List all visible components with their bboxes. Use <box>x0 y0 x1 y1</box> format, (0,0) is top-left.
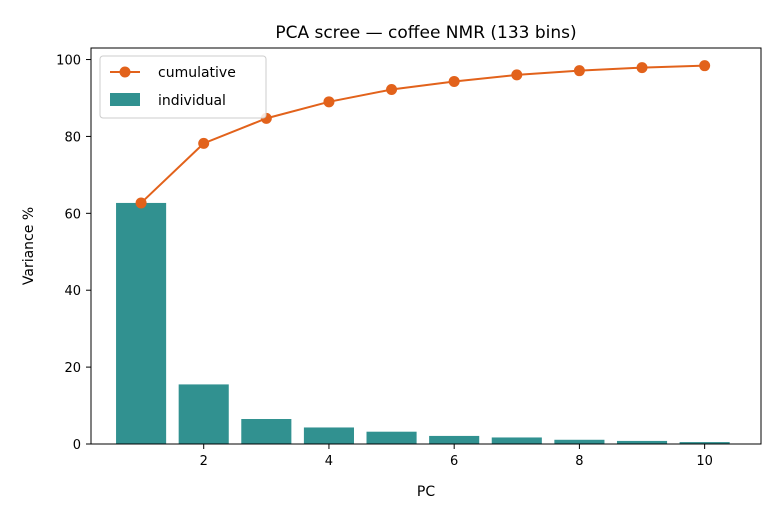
cumulative-point-pc10 <box>699 60 711 72</box>
bar-pc4 <box>303 427 354 444</box>
bar-pc1 <box>116 202 167 444</box>
x-tick-label: 2 <box>200 454 208 469</box>
y-tick-label: 40 <box>64 284 81 299</box>
bar-pc9 <box>616 440 668 444</box>
legend-label-cumulative: cumulative <box>158 65 236 81</box>
bar-pc8 <box>554 439 605 444</box>
legend-bar-swatch <box>110 93 140 106</box>
cumulative-point-pc4 <box>323 96 335 108</box>
legend: cumulative individual <box>99 55 267 119</box>
line-layer <box>135 60 711 209</box>
bar-pc10 <box>679 442 730 444</box>
cumulative-point-pc5 <box>386 84 398 96</box>
x-axis-label: PC <box>417 484 435 500</box>
bars-layer <box>116 202 730 444</box>
y-tick-label: 60 <box>64 207 81 222</box>
bar-pc2 <box>178 384 229 444</box>
bar-pc3 <box>241 419 292 444</box>
x-axis-ticks: 2 4 6 8 10 <box>200 444 713 469</box>
y-tick-label: 20 <box>64 361 81 376</box>
cumulative-point-pc2 <box>198 137 210 149</box>
cumulative-point-pc8 <box>573 65 585 77</box>
y-axis-ticks: 0 20 40 60 80 100 <box>56 54 91 453</box>
plot-frame <box>90 47 762 445</box>
cumulative-point-pc6 <box>448 75 460 87</box>
y-tick-label: 80 <box>64 130 81 145</box>
cumulative-point-pc7 <box>511 69 523 81</box>
y-tick-label: 0 <box>73 438 81 453</box>
y-tick-label: 100 <box>56 54 81 69</box>
legend-marker-swatch <box>119 66 131 78</box>
legend-label-individual: individual <box>158 93 226 109</box>
bar-pc7 <box>491 437 542 444</box>
chart-title: PCA scree — coffee NMR (133 bins) <box>275 23 576 43</box>
x-tick-label: 4 <box>325 454 333 469</box>
bar-pc6 <box>429 435 480 444</box>
x-tick-label: 8 <box>575 454 583 469</box>
bar-pc5 <box>366 431 417 444</box>
cumulative-point-pc9 <box>636 62 648 74</box>
x-tick-label: 6 <box>450 454 458 469</box>
x-tick-label: 10 <box>696 454 713 469</box>
y-axis-label: Variance % <box>21 207 37 285</box>
cumulative-line <box>140 64 705 204</box>
legend-box <box>99 55 267 119</box>
cumulative-point-pc1 <box>135 197 147 209</box>
